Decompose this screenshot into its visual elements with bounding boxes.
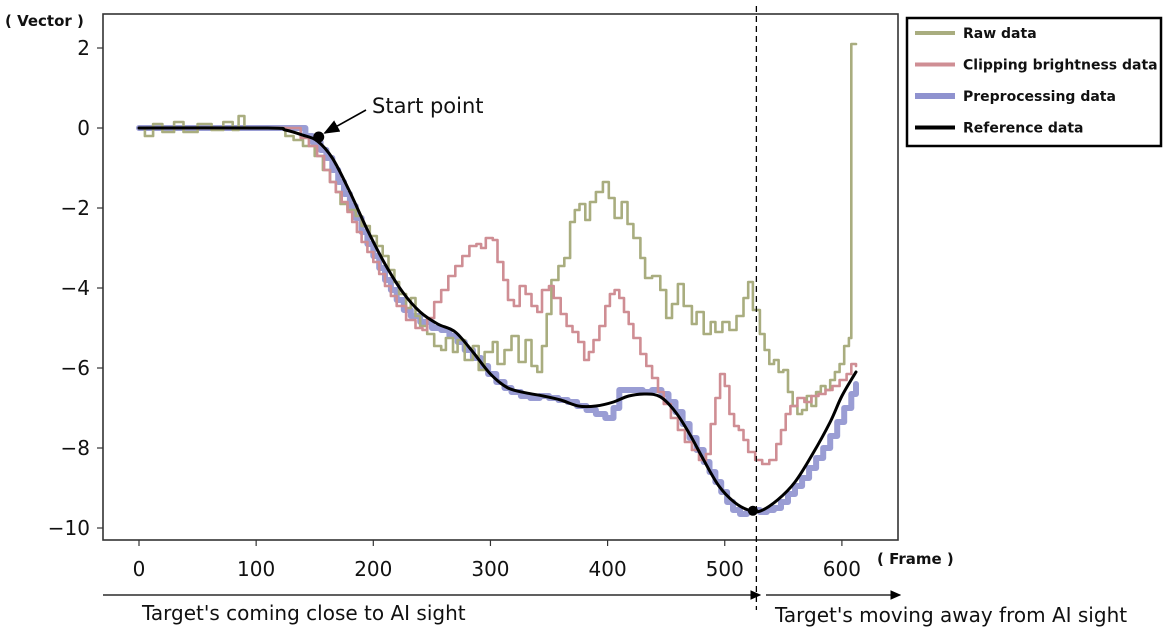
y-tick-label: 0 [77, 116, 90, 140]
legend-label-raw-data: Raw data [963, 26, 1037, 42]
legend-label-reference-data: Reference data [963, 121, 1084, 137]
start-point-marker [313, 131, 325, 143]
legend-box [905, 16, 1163, 148]
y-tick-label: 2 [77, 36, 90, 60]
x-tick-label: 400 [589, 557, 627, 581]
x-tick-label: 100 [237, 557, 275, 581]
y-tick-label: −8 [61, 436, 90, 460]
start-point-label: Start point [372, 94, 484, 118]
y-tick-label: −4 [61, 276, 90, 300]
x-tick-label: 200 [354, 557, 392, 581]
retreat-label: Target's moving away from AI sight [774, 603, 1127, 627]
y-tick-label: −6 [61, 356, 90, 380]
y-axis-label: ( Vector ) [5, 12, 84, 30]
x-tick-label: 600 [823, 557, 861, 581]
approach-label: Target's coming close to AI sight [141, 601, 466, 625]
legend: Raw data Clipping brightness data Preproce… [905, 16, 1163, 148]
x-axis-label: ( Frame ) [877, 550, 954, 568]
y-tick-label: −10 [48, 516, 90, 540]
series-line-preprocessing-data [136, 125, 859, 517]
series-line-clipping-brightness-data [137, 126, 858, 466]
series-layer [136, 42, 859, 517]
start-point-arrow [323, 109, 367, 134]
y-tick-label: −2 [61, 196, 90, 220]
x-tick-label: 500 [706, 557, 744, 581]
minimum-point-marker [747, 505, 758, 516]
x-tick-label: 300 [471, 557, 509, 581]
y-ticks: 2 0 −2 −4 −6 −8 −10 [48, 36, 103, 540]
x-tick-label: 0 [133, 557, 146, 581]
plot-frame [102, 13, 899, 541]
x-ticks: 0 100 200 300 400 500 600 [133, 540, 861, 581]
legend-label-clipping-brightness-data: Clipping brightness data [963, 58, 1158, 74]
series-line-reference-data [137, 126, 858, 514]
series-line-raw-data [137, 42, 858, 416]
legend-label-preprocessing-data: Preprocessing data [963, 89, 1116, 105]
